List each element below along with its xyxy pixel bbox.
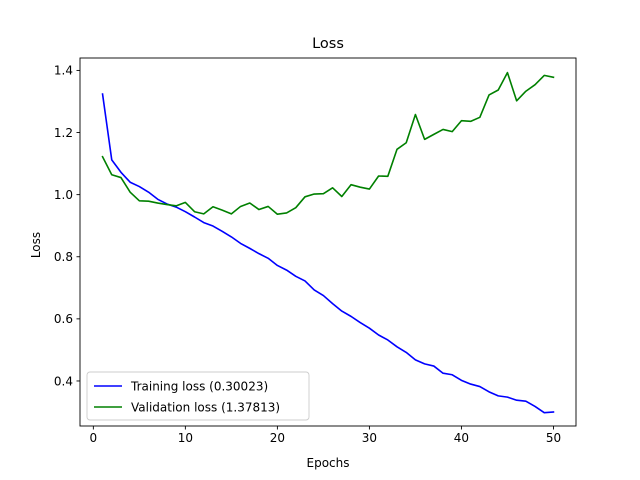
- x-tick-label: 40: [454, 431, 469, 445]
- plot-lines: [101, 71, 555, 414]
- x-axis-label: Epochs: [307, 456, 350, 470]
- legend-entry-label: Training loss (0.30023): [130, 379, 268, 393]
- x-tick-label: 30: [362, 431, 377, 445]
- y-tick-label: 0.4: [54, 374, 73, 388]
- legend-entry-label: Validation loss (1.37813): [131, 400, 280, 414]
- legend: Training loss (0.30023) Validation loss (…: [86, 371, 310, 421]
- y-tick-label: 1.0: [54, 188, 73, 202]
- y-tick-label: 0.8: [54, 250, 73, 264]
- y-axis-label: Loss: [29, 232, 43, 258]
- plot-frame: [79, 57, 577, 427]
- y-tick-label: 1.2: [54, 126, 73, 140]
- x-tick-label: 20: [270, 431, 285, 445]
- x-tick-label: 50: [546, 431, 561, 445]
- y-tick-label: 1.4: [54, 64, 73, 78]
- axes: 0 10 20 30 40 50 0.4 0.6 0.8 1.0 1.2 1.4: [54, 57, 577, 445]
- y-tick-label: 0.6: [54, 312, 73, 326]
- legend-box: [86, 371, 310, 421]
- x-tick-label: 0: [90, 431, 98, 445]
- x-tick-label: 10: [178, 431, 193, 445]
- series-line-validation-loss: [101, 71, 555, 216]
- chart-title: Loss: [312, 36, 344, 52]
- series-line-training-loss: [101, 93, 555, 414]
